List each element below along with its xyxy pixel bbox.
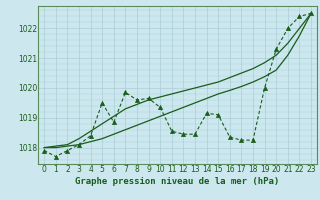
X-axis label: Graphe pression niveau de la mer (hPa): Graphe pression niveau de la mer (hPa) bbox=[76, 177, 280, 186]
